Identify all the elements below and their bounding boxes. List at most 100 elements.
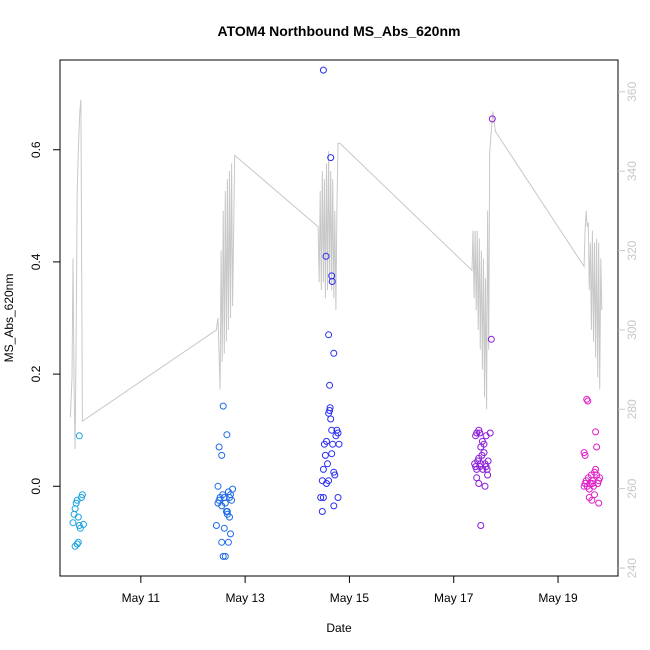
x-tick-label: May 13: [225, 591, 265, 605]
series-cluster-4: [471, 115, 496, 529]
data-point: [322, 252, 330, 260]
data-point: [224, 538, 232, 546]
data-point: [318, 508, 326, 515]
plot-frame: [59, 59, 619, 577]
data-point: [319, 66, 327, 74]
data-point: [324, 460, 331, 468]
data-point: [229, 485, 237, 493]
data-point: [581, 451, 589, 459]
y-right-tick-label: 280: [625, 399, 639, 419]
data-point: [69, 519, 77, 527]
data-point: [488, 115, 496, 123]
data-point: [595, 499, 603, 507]
data-point: [484, 457, 492, 465]
data-point: [319, 494, 327, 501]
y-right-tick-label: 300: [625, 320, 639, 340]
y-tick-label: 0.2: [29, 365, 43, 382]
data-point: [219, 402, 227, 410]
data-point: [592, 428, 600, 436]
y-tick-label: 0.0: [29, 478, 43, 495]
data-point: [219, 552, 227, 560]
series-cluster-3: [317, 66, 343, 515]
data-point: [477, 522, 485, 529]
data-point: [328, 450, 336, 458]
data-point: [74, 513, 82, 521]
data-point: [220, 524, 228, 532]
data-point: [595, 477, 603, 485]
data-point: [481, 482, 489, 490]
x-tick-label: May 19: [538, 591, 578, 605]
data-point: [80, 520, 87, 528]
data-point: [596, 474, 604, 482]
data-point: [327, 415, 335, 423]
line-layer: [69, 99, 603, 450]
series-cluster-2: [212, 402, 237, 560]
data-point: [325, 331, 333, 339]
data-point: [480, 440, 488, 448]
data-point: [218, 451, 226, 459]
data-point: [487, 335, 495, 343]
data-point: [226, 513, 233, 521]
y-axis: 0.0 0.2 0.4 0.6: [29, 141, 60, 495]
y-tick-label: 0.6: [29, 141, 43, 158]
y-right-tick-label: 360: [625, 81, 639, 101]
data-point: [326, 381, 334, 389]
y-right-tick-label: 320: [625, 240, 639, 260]
y-axis-label: MS_Abs_620nm: [2, 274, 16, 363]
data-point: [215, 443, 223, 451]
data-point: [476, 429, 484, 437]
data-point: [214, 482, 222, 490]
data-point: [75, 432, 83, 440]
data-point: [326, 404, 334, 412]
data-point: [321, 451, 329, 459]
data-point: [78, 491, 86, 499]
data-point: [227, 530, 234, 538]
y-right-tick-label: 240: [625, 558, 639, 578]
data-point: [334, 494, 342, 501]
chart-title: ATOM4 Northbound MS_Abs_620nm: [218, 23, 461, 39]
data-point: [327, 154, 335, 162]
data-point: [330, 349, 338, 357]
data-point: [331, 471, 339, 479]
data-point: [74, 538, 82, 546]
data-point: [335, 440, 343, 448]
data-point: [221, 499, 229, 507]
series-cluster-5: [580, 395, 604, 507]
secondary-trace-line: [69, 99, 603, 450]
y-right-tick-label: 260: [625, 478, 639, 498]
data-point: [484, 471, 492, 479]
data-point: [588, 496, 596, 504]
data-point: [325, 477, 333, 485]
data-point: [319, 465, 327, 473]
data-point: [475, 480, 483, 487]
x-tick-label: May 11: [122, 591, 161, 605]
x-tick-label: May 17: [434, 591, 474, 605]
x-axis: May 11 May 13 May 15 May 17 May 19: [122, 576, 578, 605]
data-point: [221, 552, 229, 560]
y-axis-right: 240 260 280 300 320 340 360: [618, 81, 639, 578]
y-right-tick-label: 340: [625, 161, 639, 181]
data-point: [223, 431, 231, 439]
data-point: [323, 437, 330, 445]
data-point: [71, 505, 79, 513]
data-point: [317, 494, 325, 501]
data-point: [486, 429, 494, 437]
data-point: [480, 449, 488, 457]
data-point: [329, 440, 337, 448]
points-layer: [69, 66, 604, 560]
series-cluster-1: [69, 432, 87, 550]
y-tick-label: 0.4: [29, 253, 43, 270]
data-point: [591, 491, 598, 499]
data-point: [73, 540, 81, 548]
data-point: [330, 502, 338, 510]
data-point: [328, 426, 336, 434]
x-tick-label: May 15: [330, 591, 370, 605]
data-point: [212, 522, 220, 529]
data-point: [584, 397, 592, 405]
data-point: [593, 443, 601, 451]
data-point: [228, 496, 236, 504]
x-axis-label: Date: [326, 621, 352, 635]
data-point: [218, 538, 226, 546]
data-point: [473, 474, 481, 482]
